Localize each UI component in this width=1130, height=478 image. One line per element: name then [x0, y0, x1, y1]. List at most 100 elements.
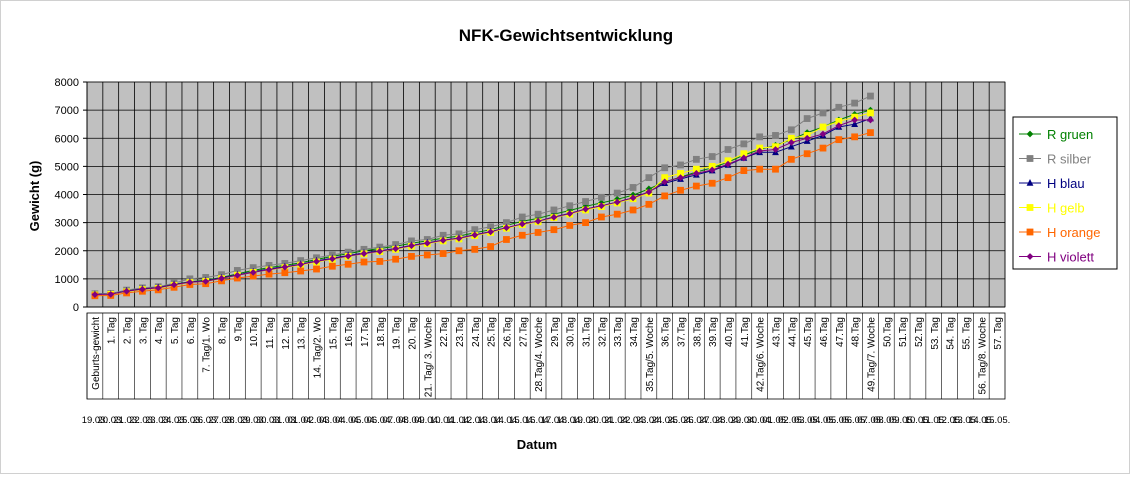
y-tick-label: 4000 [55, 190, 79, 202]
data-point [455, 234, 463, 242]
x-category-label: 27.Tag [518, 317, 529, 347]
data-point [724, 146, 732, 153]
x-category-label: 53. Tag [930, 317, 941, 350]
x-category-label: 45.Tag [803, 317, 814, 347]
legend-marker [1026, 179, 1034, 186]
x-category-label: 24.Tag [471, 317, 482, 347]
data-point [439, 236, 447, 244]
data-point [597, 213, 605, 221]
data-point [645, 200, 653, 208]
x-category-label: 1. Tag [107, 317, 118, 344]
x-date-label: 01.05. [762, 415, 788, 426]
data-point [835, 117, 843, 125]
x-category-label: 28.Tag/4. Woche [534, 317, 545, 392]
x-date-label: 02.05. [778, 415, 804, 426]
data-point [787, 134, 795, 142]
x-category-label: 16.Tag [344, 317, 355, 347]
x-date-label: 05.05. [826, 415, 852, 426]
data-point [233, 271, 241, 279]
data-point [313, 265, 320, 273]
data-point [787, 155, 795, 163]
data-point [471, 245, 479, 253]
data-point [202, 278, 210, 285]
legend-label: R gruen [1047, 127, 1093, 142]
data-point [692, 155, 700, 163]
x-date-label: 26.03. [192, 415, 218, 426]
x-category-label: 38.Tag [692, 317, 703, 347]
x-category-label: 57. Tag [993, 317, 1004, 350]
data-point [249, 264, 257, 272]
x-category-label: Geburts-gewicht [91, 317, 102, 390]
x-date-label: 12.05. [936, 415, 962, 426]
data-point [645, 174, 653, 182]
x-date-label: 04.04. [335, 415, 361, 426]
data-point [360, 258, 368, 266]
x-category-label: 41.Tag [740, 317, 751, 347]
x-date-label: 07.05. [857, 415, 883, 426]
x-date-label: 27.04. [699, 415, 725, 426]
data-point [867, 129, 874, 137]
x-date-label: 17.04. [541, 415, 567, 426]
data-point [803, 150, 811, 158]
x-date-label: 14.04. [493, 415, 519, 426]
legend-marker [1026, 155, 1034, 162]
data-point [772, 132, 779, 139]
x-category-label: 22.Tag [439, 317, 450, 347]
data-point [503, 219, 510, 227]
data-point [867, 116, 874, 124]
data-point [534, 229, 542, 236]
data-point [455, 247, 463, 255]
data-point [487, 223, 495, 231]
x-category-label: 3. Tag [138, 317, 149, 344]
x-date-label: 09.05. [889, 415, 915, 426]
x-category-label: 56. Tag/8. Woche [977, 317, 988, 395]
data-point [328, 262, 336, 270]
chart-title: NFK-Gewichtsentwicklung [459, 26, 673, 45]
data-point [471, 231, 479, 239]
x-category-label: 8. Tag [218, 317, 229, 344]
y-tick-label: 6000 [55, 133, 79, 145]
data-point [629, 194, 637, 202]
data-point [803, 134, 811, 142]
data-point [867, 109, 874, 117]
legend-item: H violett [1019, 250, 1094, 265]
x-date-label: 15.04. [509, 415, 535, 426]
data-point [471, 226, 479, 234]
x-date-label: 19.03. [82, 415, 108, 426]
x-category-label: 21. Tag/ 3. Woche [423, 317, 434, 398]
x-category-label: 32.Tag [597, 317, 608, 347]
data-point [344, 252, 352, 260]
x-date-label: 15.05. [984, 415, 1010, 426]
x-category-label: 31.Tag [582, 317, 593, 347]
x-category-label: 20. Tag [407, 317, 418, 350]
plot-area: 0 1000 2000 3000 4000 5000 6000 7000 8000 Geburts… [55, 77, 1011, 426]
x-date-label: 13.04. [477, 415, 503, 426]
x-axis-label: Datum [517, 437, 557, 452]
data-point [582, 219, 589, 227]
y-tick-label: 2000 [55, 246, 79, 258]
data-point [756, 165, 764, 173]
data-point [692, 165, 700, 173]
x-category-label: 33.Tag [613, 317, 624, 347]
data-point [835, 136, 843, 144]
x-category-label: 42.Tag/6. Woche [756, 317, 767, 392]
data-point [597, 202, 605, 210]
data-point [518, 220, 526, 228]
data-point [772, 146, 779, 153]
data-point [249, 269, 257, 276]
data-point [455, 230, 463, 238]
x-category-label: 11. Tag [265, 317, 276, 349]
data-point [281, 263, 289, 271]
legend-label: H violett [1047, 250, 1094, 265]
data-point [249, 272, 257, 280]
data-point [835, 103, 843, 111]
y-tick-label: 3000 [55, 218, 79, 230]
data-point [392, 255, 400, 263]
data-point [661, 164, 669, 172]
x-category-label: 52.Tag [914, 317, 925, 347]
x-date-label: 20.04. [588, 415, 614, 426]
x-category-label: 48.Tag [851, 317, 862, 347]
legend-item: R silber [1019, 152, 1092, 167]
data-point [661, 174, 669, 182]
data-point [265, 266, 273, 273]
